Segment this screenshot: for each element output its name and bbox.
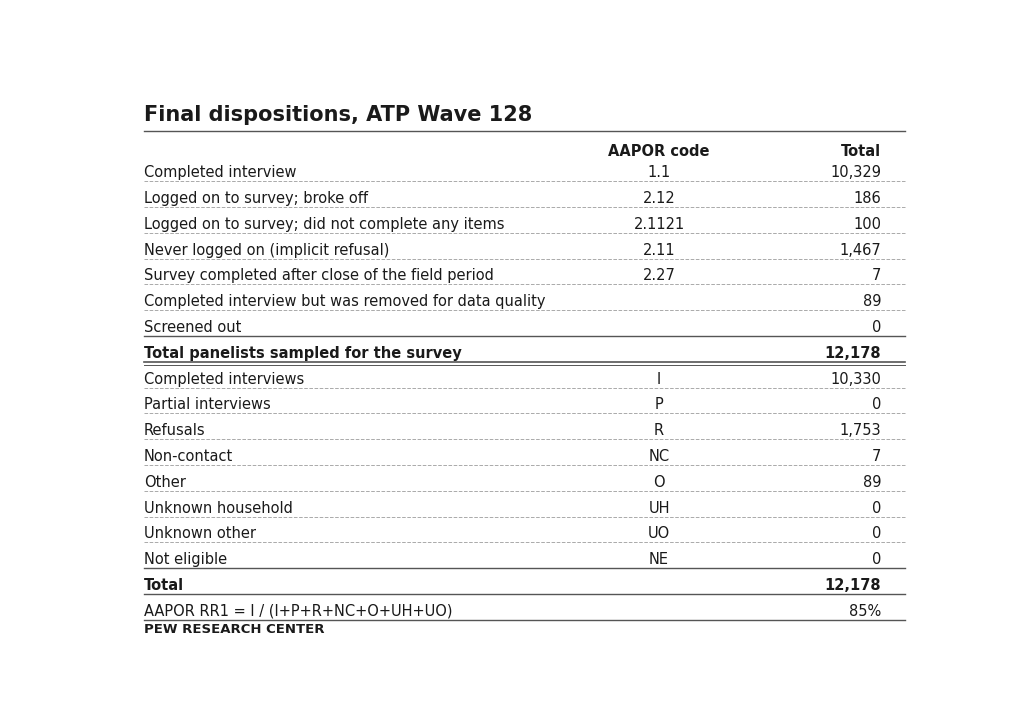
- Text: 0: 0: [872, 501, 881, 515]
- Text: Not eligible: Not eligible: [143, 553, 227, 568]
- Text: 0: 0: [872, 397, 881, 412]
- Text: Unknown household: Unknown household: [143, 501, 293, 515]
- Text: 10,329: 10,329: [830, 165, 881, 180]
- Text: 85%: 85%: [849, 604, 881, 619]
- Text: UO: UO: [648, 526, 670, 541]
- Text: 2.11: 2.11: [642, 242, 675, 257]
- Text: 89: 89: [862, 475, 881, 490]
- Text: 1.1: 1.1: [648, 165, 671, 180]
- Text: 10,330: 10,330: [831, 371, 881, 386]
- Text: 186: 186: [853, 191, 881, 206]
- Text: NC: NC: [649, 449, 670, 464]
- Text: Never logged on (implicit refusal): Never logged on (implicit refusal): [143, 242, 389, 257]
- Text: Logged on to survey; broke off: Logged on to survey; broke off: [143, 191, 367, 206]
- Text: AAPOR code: AAPOR code: [609, 144, 710, 159]
- Text: Refusals: Refusals: [143, 424, 206, 438]
- Text: Completed interviews: Completed interviews: [143, 371, 304, 386]
- Text: 0: 0: [872, 320, 881, 335]
- Text: I: I: [657, 371, 661, 386]
- Text: Non-contact: Non-contact: [143, 449, 233, 464]
- Text: UH: UH: [649, 501, 670, 515]
- Text: Screened out: Screened out: [143, 320, 241, 335]
- Text: Completed interview but was removed for data quality: Completed interview but was removed for …: [143, 294, 545, 309]
- Text: Survey completed after close of the field period: Survey completed after close of the fiel…: [143, 268, 494, 283]
- Text: PEW RESEARCH CENTER: PEW RESEARCH CENTER: [143, 623, 324, 636]
- Text: 1,467: 1,467: [839, 242, 881, 257]
- Text: 2.1121: 2.1121: [633, 217, 684, 232]
- Text: Final dispositions, ATP Wave 128: Final dispositions, ATP Wave 128: [143, 105, 532, 125]
- Text: 100: 100: [853, 217, 881, 232]
- Text: 7: 7: [872, 268, 881, 283]
- Text: Partial interviews: Partial interviews: [143, 397, 270, 412]
- Text: AAPOR RR1 = I / (I+P+R+NC+O+UH+UO): AAPOR RR1 = I / (I+P+R+NC+O+UH+UO): [143, 604, 452, 619]
- Text: 0: 0: [872, 553, 881, 568]
- Text: Total: Total: [143, 578, 184, 593]
- Text: 12,178: 12,178: [825, 346, 881, 361]
- Text: 0: 0: [872, 526, 881, 541]
- Text: Total: Total: [841, 144, 881, 159]
- Text: 89: 89: [862, 294, 881, 309]
- Text: R: R: [654, 424, 664, 438]
- Text: 7: 7: [872, 449, 881, 464]
- Text: P: P: [655, 397, 664, 412]
- Text: Other: Other: [143, 475, 185, 490]
- Text: Completed interview: Completed interview: [143, 165, 297, 180]
- Text: Logged on to survey; did not complete any items: Logged on to survey; did not complete an…: [143, 217, 504, 232]
- Text: 2.27: 2.27: [642, 268, 675, 283]
- Text: O: O: [654, 475, 665, 490]
- Text: Total panelists sampled for the survey: Total panelists sampled for the survey: [143, 346, 461, 361]
- Text: 2.12: 2.12: [642, 191, 675, 206]
- Text: NE: NE: [649, 553, 669, 568]
- Text: 1,753: 1,753: [840, 424, 881, 438]
- Text: 12,178: 12,178: [825, 578, 881, 593]
- Text: Unknown other: Unknown other: [143, 526, 256, 541]
